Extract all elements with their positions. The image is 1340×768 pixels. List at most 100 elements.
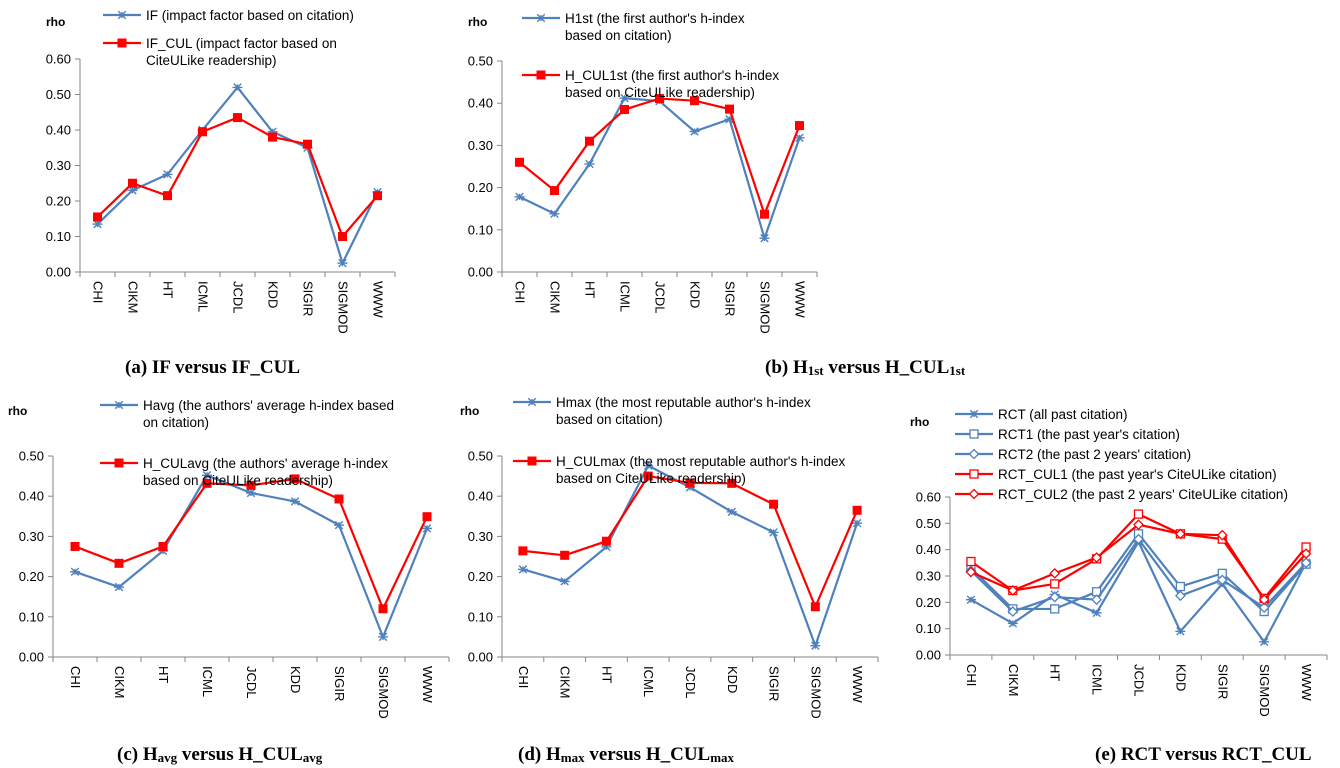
legend-label: RCT2 (the past 2 years' citation) bbox=[998, 447, 1191, 462]
x-tick-label: WWW bbox=[371, 281, 386, 319]
data-point bbox=[246, 480, 256, 490]
legend-label: based on citation) bbox=[565, 28, 672, 43]
x-tick-label: ICML bbox=[641, 666, 656, 697]
data-point bbox=[685, 478, 695, 488]
legend-marker bbox=[527, 397, 537, 407]
data-point bbox=[1258, 594, 1270, 606]
legend-entry: RCT1 (the past year's citation) bbox=[955, 427, 1180, 442]
legend-entry: Havg (the authors' average h-index based… bbox=[100, 398, 394, 430]
y-tick-label: 0.20 bbox=[46, 194, 71, 209]
y-tick-label: 0.40 bbox=[19, 489, 44, 504]
data-point bbox=[128, 178, 137, 188]
legend-label: Havg (the authors' average h-index based bbox=[143, 398, 394, 413]
y-tick-label: 0.10 bbox=[916, 621, 941, 636]
x-tick-label: HT bbox=[156, 666, 171, 683]
data-point bbox=[620, 105, 629, 115]
data-point bbox=[1175, 627, 1186, 636]
data-point bbox=[422, 512, 432, 522]
y-tick-label: 0.20 bbox=[468, 180, 493, 195]
data-point bbox=[515, 157, 524, 167]
x-tick-label: SIGMOD bbox=[376, 666, 391, 719]
x-tick-label: CHI bbox=[513, 281, 528, 303]
x-tick-label: SIGIR bbox=[332, 666, 347, 701]
figure-caption: (d) Hmax versus H_CULmax bbox=[518, 744, 734, 766]
legend-label: on citation) bbox=[143, 415, 209, 430]
x-tick-label: CHI bbox=[964, 664, 979, 686]
x-tick-label: SIGIR bbox=[723, 281, 738, 316]
caption-part: 1st bbox=[807, 363, 824, 378]
data-point bbox=[92, 219, 103, 229]
legend-label: IF_CUL (impact factor based on bbox=[146, 36, 337, 51]
x-tick-label: SIGIR bbox=[301, 281, 316, 316]
legend-label: CiteULike readership) bbox=[146, 53, 277, 68]
x-tick-label: SIGMOD bbox=[758, 281, 773, 334]
legend-label: based on CiteULike readership) bbox=[565, 85, 755, 100]
data-point bbox=[1007, 619, 1018, 628]
legend-label: RCT1 (the past year's citation) bbox=[998, 427, 1180, 442]
data-point bbox=[1007, 606, 1019, 617]
legend-marker bbox=[114, 458, 124, 468]
legend-entry: RCT2 (the past 2 years' citation) bbox=[955, 447, 1191, 462]
y-tick-label: 0.00 bbox=[916, 648, 941, 663]
legend-entry: RCT_CUL2 (the past 2 years' CiteULike ci… bbox=[955, 487, 1288, 502]
caption-part: (b) H bbox=[765, 357, 808, 378]
x-tick-label: KDD bbox=[1173, 664, 1188, 691]
data-point bbox=[1175, 581, 1186, 592]
data-point bbox=[233, 113, 242, 123]
data-point bbox=[794, 133, 805, 143]
y-axis-label: rho bbox=[46, 15, 65, 29]
legend-entry: IF (impact factor based on citation) bbox=[103, 8, 354, 23]
x-tick-label: SIGIR bbox=[1215, 664, 1230, 699]
x-tick-label: WWW bbox=[850, 666, 865, 704]
data-point bbox=[1133, 519, 1144, 531]
data-point bbox=[1091, 608, 1102, 618]
data-point bbox=[290, 474, 300, 484]
data-point bbox=[1091, 594, 1103, 606]
data-point bbox=[584, 159, 595, 169]
y-tick-label: 0.30 bbox=[46, 158, 71, 173]
x-tick-label: SIGMOD bbox=[1257, 664, 1272, 717]
data-point bbox=[378, 604, 388, 614]
legend-marker bbox=[536, 70, 546, 80]
x-tick-label: ICML bbox=[196, 281, 211, 312]
data-point bbox=[759, 233, 770, 243]
data-point bbox=[965, 595, 976, 604]
caption-part: versus H_CUL bbox=[823, 357, 950, 378]
chart-panel-e: 0.00 0.10 0.20 0.30 0.40 0.50 0.60 CHI CIKM HT ICM… bbox=[910, 385, 1340, 768]
x-tick-label: JCDL bbox=[244, 666, 259, 699]
legend-entry: H1st (the first author's h-index based on… bbox=[522, 11, 745, 43]
legend-marker bbox=[969, 469, 979, 479]
data-point bbox=[114, 582, 124, 592]
data-point bbox=[163, 191, 172, 201]
data-point bbox=[70, 541, 80, 551]
data-point bbox=[268, 132, 277, 142]
x-tick-label: CHI bbox=[516, 666, 531, 688]
x-tick-label: WWW bbox=[1299, 664, 1314, 702]
caption-part: (a) IF versus IF_CUL bbox=[125, 357, 301, 378]
data-point bbox=[1259, 637, 1270, 647]
y-tick-label: 0.30 bbox=[468, 138, 493, 153]
y-tick-label: 0.20 bbox=[468, 569, 493, 584]
data-point bbox=[303, 139, 312, 149]
y-tick-label: 0.50 bbox=[468, 449, 493, 464]
y-tick-label: 0.60 bbox=[916, 490, 941, 505]
x-tick-label: CIKM bbox=[548, 281, 563, 314]
data-point bbox=[689, 127, 700, 136]
data-point bbox=[1049, 591, 1061, 603]
y-axis-label: rho bbox=[8, 404, 27, 418]
x-tick-label: JCDL bbox=[653, 281, 668, 314]
data-point bbox=[337, 258, 348, 268]
series bbox=[70, 474, 432, 614]
legend-marker bbox=[117, 10, 127, 20]
x-tick-label: CHI bbox=[68, 666, 83, 688]
legend-label: H_CULmax (the most reputable author's h-… bbox=[556, 454, 845, 469]
data-point bbox=[725, 104, 734, 114]
data-point bbox=[810, 641, 821, 650]
legend-label: based on CiteULike readership) bbox=[556, 471, 746, 486]
y-tick-label: 0.00 bbox=[46, 265, 71, 280]
y-tick-label: 0.20 bbox=[916, 595, 941, 610]
x-tick-label: WWW bbox=[793, 281, 808, 319]
series bbox=[70, 471, 432, 642]
data-point bbox=[162, 170, 173, 179]
series-line bbox=[519, 97, 801, 240]
